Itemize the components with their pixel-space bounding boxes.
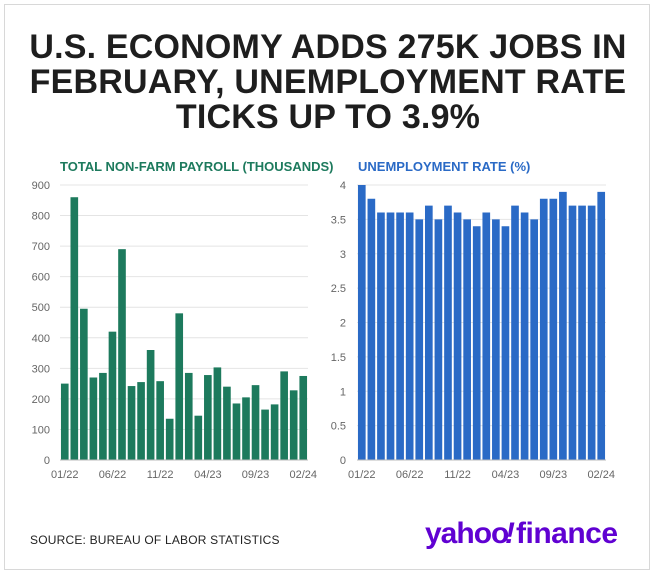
headline-line-3: TICKS UP TO 3.9% bbox=[175, 98, 481, 136]
payroll-bar bbox=[232, 403, 241, 460]
unemployment-bar bbox=[367, 198, 376, 460]
payroll-y-tick-label: 800 bbox=[32, 211, 50, 223]
headline: U.S. ECONOMY ADDS 275K JOBS IN FEBRUARY,… bbox=[0, 30, 656, 135]
unemployment-chart: 0 0.5 1 1.5 2 2.5 3 3.5 4 01/22 06/22 11/22 04/23 09/… bbox=[331, 180, 615, 481]
payroll-y-tick-label: 200 bbox=[32, 394, 50, 406]
unemployment-bar bbox=[597, 191, 606, 460]
payroll-bar bbox=[127, 386, 136, 460]
payroll-y-tick-label: 300 bbox=[32, 363, 50, 375]
unemployment-x-tick-label: 02/24 bbox=[587, 469, 615, 481]
payroll-bar bbox=[137, 382, 145, 460]
payroll-x-tick-label: 09/23 bbox=[242, 469, 270, 481]
unemployment-bar bbox=[492, 219, 500, 460]
payroll-bar bbox=[194, 415, 203, 460]
payroll-bar bbox=[184, 372, 193, 460]
payroll-x-tick-label: 01/22 bbox=[51, 469, 79, 481]
unemployment-bar bbox=[405, 212, 414, 460]
unemployment-bar bbox=[568, 205, 577, 460]
payroll-y-tick-label: 900 bbox=[32, 180, 50, 192]
unemployment-chart-title: UNEMPLOYMENT RATE (%) bbox=[358, 159, 531, 174]
payroll-bar bbox=[165, 418, 174, 460]
unemployment-x-tick-label: 11/22 bbox=[444, 469, 471, 481]
unemployment-y-tick-label: 3 bbox=[340, 249, 346, 261]
unemployment-bar bbox=[444, 205, 452, 460]
unemployment-bar bbox=[415, 219, 424, 460]
unemployment-bar bbox=[511, 205, 519, 460]
payroll-bar bbox=[108, 331, 117, 460]
payroll-bar bbox=[270, 404, 279, 460]
logo-finance-text: finance bbox=[516, 517, 618, 550]
unemployment-bar bbox=[377, 212, 385, 460]
unemployment-bar bbox=[559, 191, 567, 460]
payroll-y-tick-label: 500 bbox=[32, 302, 50, 314]
payroll-y-tick-label: 600 bbox=[32, 272, 50, 284]
payroll-bar bbox=[223, 386, 231, 460]
payroll-y-tick-label: 0 bbox=[44, 455, 50, 467]
payroll-chart-title: TOTAL NON-FARM PAYROLL (THOUSANDS) bbox=[60, 159, 334, 174]
unemployment-x-tick-label: 04/23 bbox=[492, 469, 520, 481]
unemployment-bar bbox=[549, 198, 558, 460]
unemployment-y-tick-label: 3.5 bbox=[331, 214, 346, 226]
payroll-bar bbox=[118, 249, 126, 460]
headline-line-2: FEBRUARY, UNEMPLOYMENT RATE bbox=[29, 63, 627, 101]
unemployment-bar bbox=[357, 185, 366, 460]
payroll-bar bbox=[251, 385, 260, 460]
payroll-x-tick-label: 04/23 bbox=[194, 469, 222, 481]
unemployment-bar bbox=[453, 212, 462, 460]
source-note: SOURCE: BUREAU OF LABOR STATISTICS bbox=[30, 533, 280, 547]
payroll-bar bbox=[299, 375, 308, 460]
unemployment-bar bbox=[520, 212, 529, 460]
headline-line-1: U.S. ECONOMY ADDS 275K JOBS IN bbox=[29, 28, 627, 66]
payroll-bar bbox=[70, 197, 79, 460]
unemployment-bar bbox=[463, 219, 471, 460]
unemployment-bar bbox=[482, 212, 491, 460]
payroll-bar bbox=[156, 381, 164, 460]
unemployment-y-tick-label: 0 bbox=[340, 455, 346, 467]
payroll-bar bbox=[261, 409, 269, 460]
unemployment-y-tick-label: 1 bbox=[340, 386, 346, 398]
payroll-bar bbox=[280, 371, 288, 460]
unemployment-bar bbox=[434, 219, 443, 460]
payroll-bar bbox=[80, 308, 88, 460]
logo-exclamation-text: ! bbox=[505, 517, 515, 550]
payroll-x-tick-label: 02/24 bbox=[289, 469, 317, 481]
payroll-bar bbox=[146, 350, 155, 460]
logo-yahoo-text: yahoo bbox=[425, 517, 509, 550]
unemployment-bar bbox=[386, 212, 395, 460]
payroll-y-tick-label: 400 bbox=[32, 333, 50, 345]
unemployment-bar bbox=[396, 212, 404, 460]
yahoo-finance-logo: yahoo ! finance bbox=[425, 517, 618, 550]
unemployment-y-tick-label: 1.5 bbox=[331, 352, 346, 364]
unemployment-x-tick-label: 01/22 bbox=[348, 469, 376, 481]
unemployment-y-tick-label: 4 bbox=[340, 180, 346, 192]
payroll-chart: 0 100 200 300 400 500 600 700 800 900 01/22 06/22 11… bbox=[32, 180, 317, 481]
payroll-bar bbox=[213, 367, 222, 460]
payroll-bar bbox=[289, 390, 298, 460]
unemployment-bar bbox=[587, 205, 596, 460]
payroll-bar bbox=[204, 375, 212, 460]
unemployment-y-tick-label: 2 bbox=[340, 318, 346, 330]
unemployment-bar bbox=[424, 205, 433, 460]
payroll-bar bbox=[242, 397, 250, 460]
unemployment-x-tick-label: 09/23 bbox=[540, 469, 568, 481]
unemployment-bar bbox=[472, 226, 481, 460]
unemployment-bar bbox=[530, 219, 539, 460]
payroll-x-tick-label: 06/22 bbox=[99, 469, 127, 481]
payroll-y-tick-label: 100 bbox=[32, 424, 50, 436]
payroll-bar bbox=[175, 313, 184, 460]
payroll-bar bbox=[89, 377, 98, 460]
unemployment-bar bbox=[501, 226, 510, 460]
payroll-bar bbox=[99, 372, 107, 460]
payroll-bar bbox=[60, 383, 69, 460]
unemployment-y-tick-label: 0.5 bbox=[331, 421, 346, 433]
unemployment-x-tick-label: 06/22 bbox=[396, 469, 424, 481]
unemployment-y-tick-label: 2.5 bbox=[331, 283, 346, 295]
unemployment-bar bbox=[539, 198, 548, 460]
unemployment-bar bbox=[578, 205, 586, 460]
payroll-x-tick-label: 11/22 bbox=[147, 469, 174, 481]
payroll-y-tick-label: 700 bbox=[32, 241, 50, 253]
